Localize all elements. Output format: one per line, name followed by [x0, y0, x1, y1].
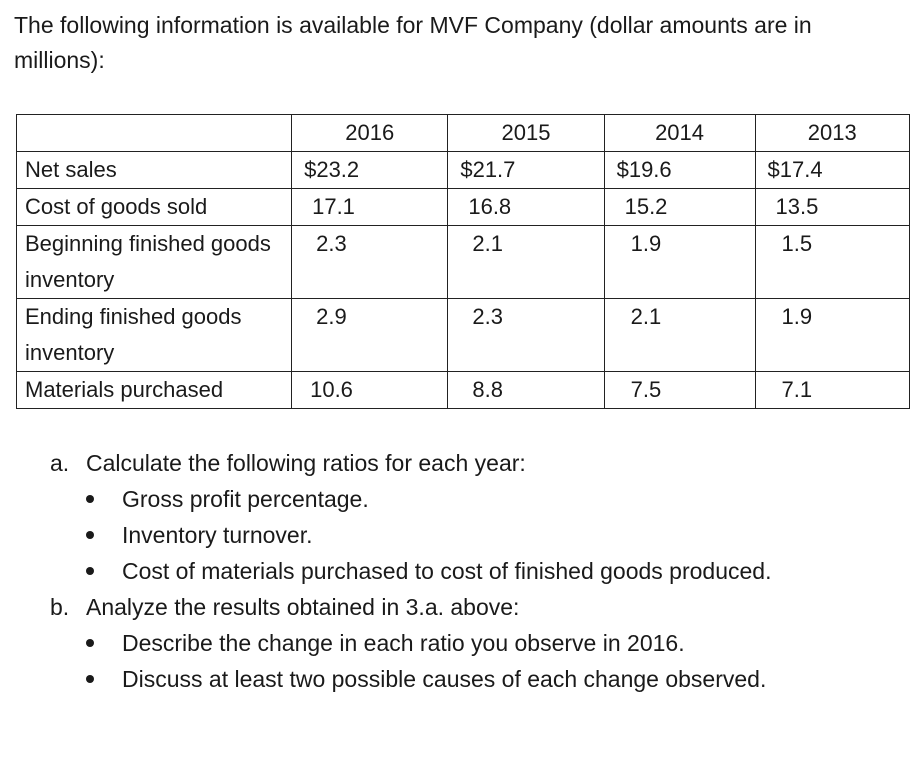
header-cell-2013: 2013 — [754, 114, 910, 152]
value-cell: 2.3 — [447, 298, 605, 372]
value-cell: 10.6 — [291, 371, 449, 409]
row-label: Materials purchased — [15, 371, 293, 409]
row-label: Cost of goods sold — [15, 188, 293, 226]
value-cell: 8.8 — [447, 371, 605, 409]
question-text: Calculate the following ratios for each … — [86, 450, 526, 476]
value-cell: 2.9 — [291, 298, 449, 372]
question-a: a. Calculate the following ratios for ea… — [50, 445, 890, 481]
list-item-text: Describe the change in each ratio you ob… — [122, 630, 685, 656]
value-cell: 2.3 — [291, 225, 449, 299]
bullet-icon — [86, 567, 94, 575]
value-cell: 15.2 — [603, 188, 756, 226]
header-cell-2014: 2014 — [603, 114, 756, 152]
question-b: b. Analyze the results obtained in 3.a. … — [50, 589, 890, 625]
table-row: Materials purchased 10.6 8.8 7.5 7.1 — [15, 371, 910, 409]
row-label: Net sales — [15, 151, 293, 189]
value-cell: $19.6 — [603, 151, 756, 189]
list-item-text: Cost of materials purchased to cost of f… — [122, 558, 772, 584]
value-cell: $23.2 — [291, 151, 449, 189]
list-item-text: Discuss at least two possible causes of … — [122, 666, 767, 692]
list-item: Describe the change in each ratio you ob… — [50, 625, 890, 661]
table-row: Ending finished goods inventory 2.9 2.3 … — [15, 298, 910, 372]
list-item-text: Inventory turnover. — [122, 522, 313, 548]
list-item: Gross profit percentage. — [50, 481, 890, 517]
header-cell-2015: 2015 — [447, 114, 605, 152]
value-cell: 16.8 — [447, 188, 605, 226]
financial-data-table: 2016 2015 2014 2013 Net sales $23.2 $21.… — [15, 114, 910, 409]
bullet-icon — [86, 531, 94, 539]
row-label: Beginning finished goods inventory — [15, 225, 293, 299]
value-cell: $17.4 — [754, 151, 910, 189]
value-cell: 7.5 — [603, 371, 756, 409]
row-label: Ending finished goods inventory — [15, 298, 293, 372]
table-row: Net sales $23.2 $21.7 $19.6 $17.4 — [15, 151, 910, 189]
bullet-icon — [86, 675, 94, 683]
intro-text: The following information is available f… — [14, 12, 812, 73]
question-marker: a. — [50, 450, 70, 476]
header-cell-2016: 2016 — [291, 114, 449, 152]
value-cell: 2.1 — [603, 298, 756, 372]
question-marker: b. — [50, 594, 70, 620]
table-row: Cost of goods sold 17.1 16.8 15.2 13.5 — [15, 188, 910, 226]
value-cell: 2.1 — [447, 225, 605, 299]
header-cell-label — [15, 114, 293, 152]
list-item: Inventory turnover. — [50, 517, 890, 553]
value-cell: 17.1 — [291, 188, 449, 226]
questions-section: a. Calculate the following ratios for ea… — [50, 445, 890, 697]
value-cell: $21.7 — [447, 151, 605, 189]
list-item: Cost of materials purchased to cost of f… — [50, 553, 890, 589]
bullet-icon — [86, 495, 94, 503]
list-item-text: Gross profit percentage. — [122, 486, 369, 512]
table-header-row: 2016 2015 2014 2013 — [15, 114, 910, 152]
value-cell: 1.9 — [603, 225, 756, 299]
value-cell: 13.5 — [754, 188, 910, 226]
list-item: Discuss at least two possible causes of … — [50, 661, 890, 697]
value-cell: 1.5 — [754, 225, 910, 299]
value-cell: 1.9 — [754, 298, 910, 372]
bullet-icon — [86, 639, 94, 647]
table-row: Beginning finished goods inventory 2.3 2… — [15, 225, 910, 299]
question-text: Analyze the results obtained in 3.a. abo… — [86, 594, 520, 620]
value-cell: 7.1 — [754, 371, 910, 409]
